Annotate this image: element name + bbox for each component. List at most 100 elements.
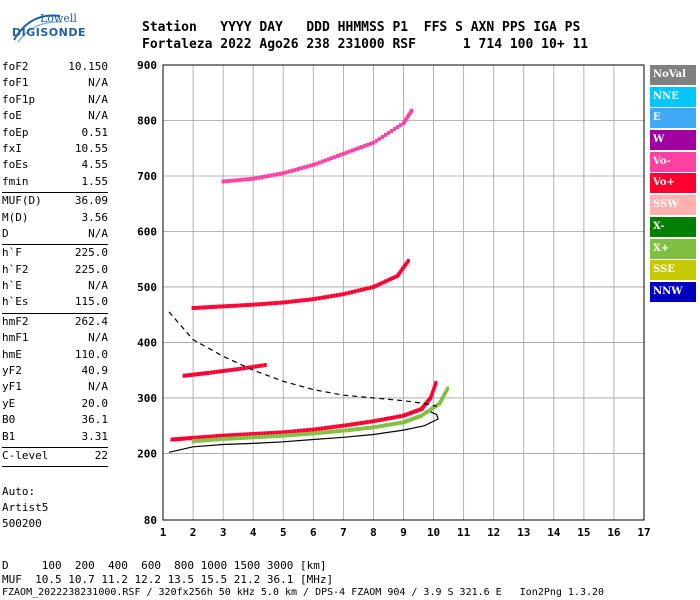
trace-point (344, 423, 348, 428)
trace-point (242, 435, 246, 440)
param-label: h`Es (2, 295, 29, 309)
x-tick-label: 6 (310, 526, 317, 539)
trace-point (411, 410, 415, 415)
trace-point (317, 426, 321, 431)
trace-point (395, 125, 399, 130)
trace-point (284, 433, 288, 438)
trace-point (236, 432, 240, 437)
param-label: hmE (2, 347, 22, 361)
trace-point (215, 434, 219, 439)
trace-point (230, 303, 234, 308)
trace-point (245, 177, 249, 182)
trace-point (353, 147, 357, 152)
trace-point (368, 285, 372, 290)
trace-point (197, 305, 201, 310)
trace-point (206, 305, 210, 310)
trace-point (347, 149, 351, 154)
trace-point (386, 422, 390, 427)
legend-entry: X- (650, 216, 696, 237)
trace-point (266, 301, 270, 306)
trace-point (281, 171, 285, 176)
x-tick-label: 4 (250, 526, 257, 539)
trace-point (332, 429, 336, 434)
trace-point (314, 296, 318, 301)
param-separator (2, 192, 108, 194)
trace-point (305, 431, 309, 436)
logo-arc-icon (13, 14, 63, 43)
param-label: hmF1 (2, 331, 29, 345)
logo-digisonde-text: DIGISONDE (12, 26, 86, 39)
trace-point (386, 278, 390, 283)
trace-point (414, 415, 418, 420)
trace-point (383, 423, 387, 428)
trace-point (242, 366, 246, 371)
trace-point (184, 373, 188, 378)
trace-point (192, 372, 196, 377)
param-value: N/A (88, 92, 108, 106)
param-row: hmF1 N/A (2, 331, 108, 347)
trace-point (209, 434, 213, 439)
trace-point (245, 303, 249, 308)
profile-solid-line (168, 411, 439, 453)
trace-point (359, 421, 363, 426)
x-tick-label: 2 (190, 526, 197, 539)
trace-point (356, 288, 360, 293)
y-tick-label: 700 (137, 170, 157, 183)
trace-point (365, 142, 369, 147)
trace-point (332, 155, 336, 160)
param-row: fmin 1.55 (2, 175, 108, 191)
trace-point (197, 438, 201, 443)
trace-point (275, 172, 279, 177)
trace-point (371, 425, 375, 430)
trace-point (239, 177, 243, 182)
param-row: yE 20.0 (2, 397, 108, 413)
trace-point (421, 412, 425, 417)
trace-point (221, 433, 225, 438)
trace-point (278, 430, 282, 435)
trace-point (251, 435, 255, 440)
trace-point (218, 304, 222, 309)
trace-point (230, 436, 234, 441)
trace-point (380, 423, 384, 428)
trace-point (178, 436, 182, 441)
trace-point (272, 172, 276, 177)
param-label: foE (2, 109, 22, 123)
param-value: 40.9 (81, 364, 109, 378)
param-row: D N/A (2, 227, 108, 243)
param-value: N/A (88, 380, 108, 394)
param-row: foE N/A (2, 109, 108, 125)
param-value: 36.1 (81, 413, 109, 427)
param-row: foEp 0.51 (2, 126, 108, 142)
trace-point (314, 427, 318, 432)
trace-point (392, 421, 396, 426)
trace-point (308, 427, 312, 432)
trace-point (362, 144, 366, 149)
trace-point (379, 281, 383, 286)
trace-point (233, 432, 237, 437)
trace-point (403, 419, 407, 424)
trace-point (377, 136, 381, 141)
trace-point (206, 370, 210, 375)
trace-point (335, 424, 339, 429)
trace-point (212, 434, 216, 439)
trace-point (266, 434, 270, 439)
trace-point (368, 425, 372, 430)
trace-point (374, 418, 378, 423)
trace-point (215, 369, 219, 374)
trace-point (409, 417, 413, 422)
trace-point (311, 297, 315, 302)
trace-point (293, 167, 297, 172)
trace-point (275, 433, 279, 438)
trace-point (368, 141, 372, 146)
trace-point (416, 408, 420, 413)
param-value: N/A (88, 76, 108, 90)
param-separator (2, 466, 108, 468)
trace-point (320, 295, 324, 300)
trace-point (359, 145, 363, 150)
trace-point (338, 292, 342, 297)
param-row: foEs 4.55 (2, 158, 108, 174)
param-row: M(D) 3.56 (2, 211, 108, 227)
trace-point (221, 369, 225, 374)
trace-point (320, 430, 324, 435)
x-tick-label: 12 (487, 526, 500, 539)
